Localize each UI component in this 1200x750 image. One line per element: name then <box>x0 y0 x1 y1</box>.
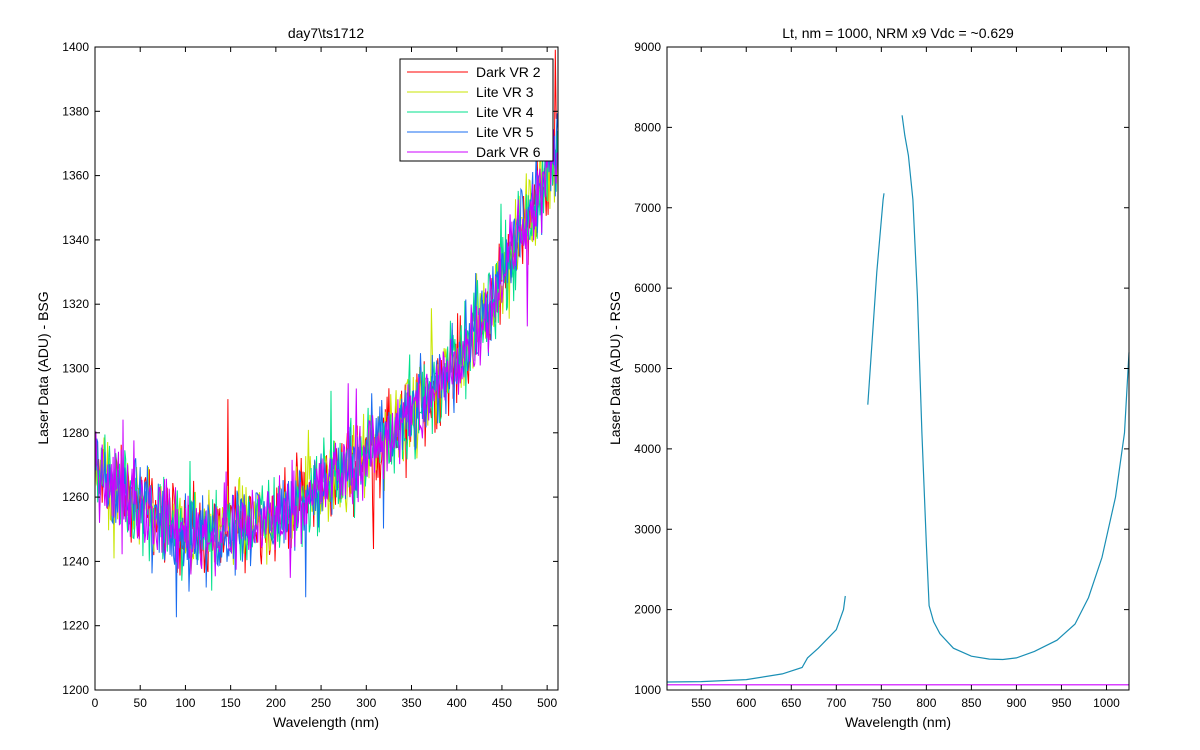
right-axis-ticks: 550 600 650 700 750 800 850 900 950 1000 1000 2000 3… <box>634 40 1129 710</box>
x-tick-label: 250 <box>311 696 331 710</box>
y-tick-label: 1240 <box>62 554 89 568</box>
x-tick-label: 150 <box>221 696 241 710</box>
right-series-lines <box>666 115 1130 686</box>
series-1-segment-2 <box>867 193 885 405</box>
right-chart-title: Lt, nm = 1000, NRM x9 Vdc = ~0.629 <box>782 25 1014 41</box>
left-x-axis-label: Wavelength (nm) <box>273 714 379 730</box>
x-tick-label: 550 <box>691 696 711 710</box>
y-tick-label: 1000 <box>634 683 661 697</box>
left-y-axis-label: Laser Data (ADU) - BSG <box>35 291 51 444</box>
y-tick-label: 7000 <box>634 201 661 215</box>
y-tick-label: 1260 <box>62 490 89 504</box>
x-tick-label: 900 <box>1006 696 1026 710</box>
x-tick-label: 950 <box>1051 696 1071 710</box>
right-x-axis-label: Wavelength (nm) <box>845 714 951 730</box>
x-tick-label: 1000 <box>1093 696 1120 710</box>
y-tick-label: 1340 <box>62 233 89 247</box>
y-tick-label: 1360 <box>62 169 89 183</box>
left-chart-title: day7\ts1712 <box>288 25 364 41</box>
y-tick-label: 3000 <box>634 522 661 536</box>
series-1-segment-3 <box>901 115 1130 661</box>
x-tick-label: 50 <box>134 696 148 710</box>
legend-entry-label: Lite VR 5 <box>476 124 534 140</box>
legend-entry-label: Lite VR 4 <box>476 104 534 120</box>
y-tick-label: 1200 <box>62 683 89 697</box>
x-tick-label: 400 <box>447 696 467 710</box>
x-tick-label: 850 <box>961 696 981 710</box>
x-tick-label: 350 <box>401 696 421 710</box>
left-axis-ticks: 0 50 100 150 200 250 300 350 400 450 500 1200 1220 12… <box>62 40 558 710</box>
y-tick-label: 4000 <box>634 442 661 456</box>
x-tick-label: 600 <box>736 696 756 710</box>
left-legend: Dark VR 2 Lite VR 3 Lite VR 4 Lite VR 5 Dark… <box>399 58 554 162</box>
y-tick-label: 5000 <box>634 362 661 376</box>
x-tick-label: 100 <box>175 696 195 710</box>
y-tick-label: 2000 <box>634 603 661 617</box>
left-series-lines <box>95 49 558 618</box>
legend-entry-label: Dark VR 6 <box>476 144 541 160</box>
x-tick-label: 750 <box>871 696 891 710</box>
legend-entry-label: Dark VR 2 <box>476 64 541 80</box>
series-line-5 <box>95 129 558 578</box>
x-tick-label: 450 <box>492 696 512 710</box>
x-tick-label: 800 <box>916 696 936 710</box>
right-chart: 550 600 650 700 750 800 850 900 950 1000 1000 2000 3… <box>607 25 1130 730</box>
y-tick-label: 6000 <box>634 281 661 295</box>
x-tick-label: 500 <box>537 696 557 710</box>
y-tick-label: 1220 <box>62 619 89 633</box>
legend-entry-label: Lite VR 3 <box>476 84 534 100</box>
series-line-4 <box>95 113 558 618</box>
y-tick-label: 9000 <box>634 40 661 54</box>
y-tick-label: 1320 <box>62 297 89 311</box>
x-tick-label: 200 <box>266 696 286 710</box>
y-tick-label: 1400 <box>62 40 89 54</box>
y-tick-label: 1380 <box>62 104 89 118</box>
series-1-segment-1 <box>666 595 846 683</box>
y-tick-label: 8000 <box>634 120 661 134</box>
legend-box <box>399 58 554 162</box>
right-y-axis-label: Laser Data (ADU) - RSG <box>607 291 623 445</box>
x-tick-label: 700 <box>826 696 846 710</box>
y-tick-label: 1300 <box>62 362 89 376</box>
x-tick-label: 650 <box>781 696 801 710</box>
left-chart: 0 50 100 150 200 250 300 350 400 450 500 1200 1220 12… <box>35 25 559 730</box>
right-plot-area <box>667 47 1129 690</box>
y-tick-label: 1280 <box>62 426 89 440</box>
x-tick-label: 300 <box>356 696 376 710</box>
x-tick-label: 0 <box>92 696 99 710</box>
